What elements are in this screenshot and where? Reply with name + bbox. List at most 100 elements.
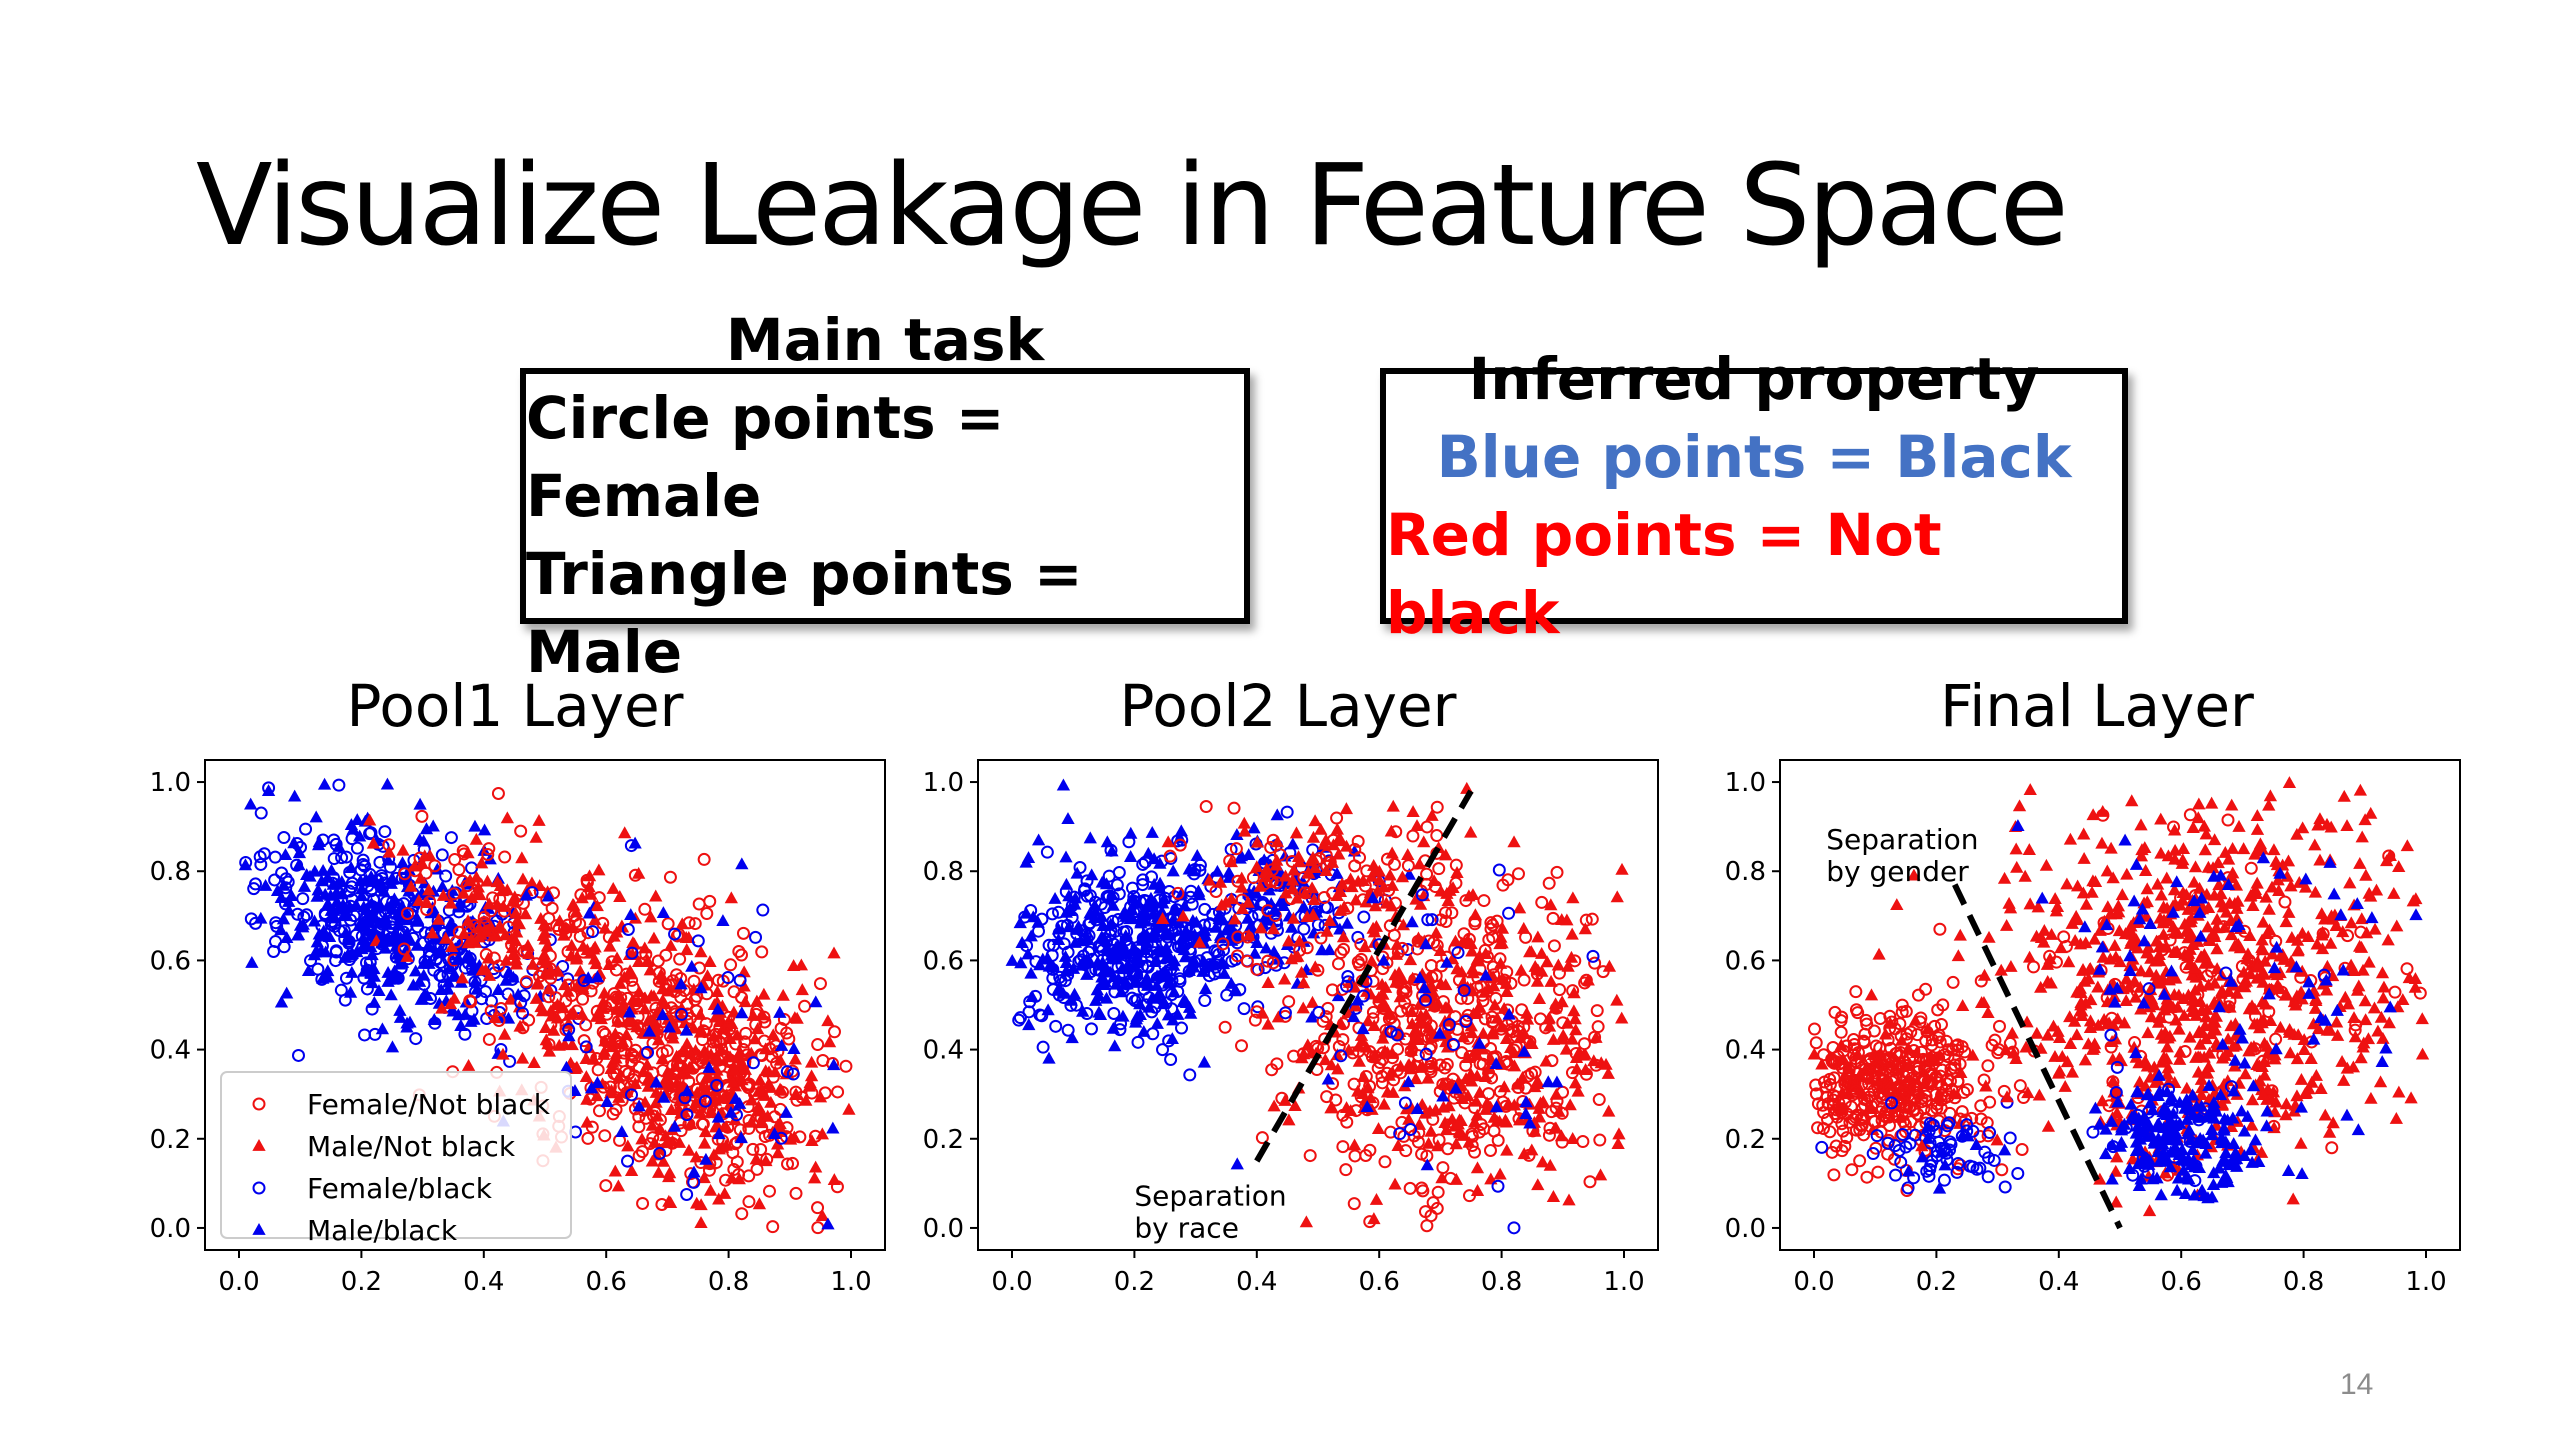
- data-point: [1937, 1173, 1951, 1187]
- data-point: [1486, 918, 1500, 932]
- data-point: [2044, 927, 2059, 940]
- data-point: [2212, 1000, 2226, 1013]
- data-point: [698, 1094, 712, 1108]
- data-point: [1115, 961, 1130, 974]
- data-point: [805, 1134, 819, 1147]
- data-point: [1276, 899, 1291, 911]
- data-point: [1296, 899, 1311, 912]
- data-point: [1198, 994, 1212, 1008]
- data-point: [2278, 988, 2293, 1001]
- data-point: [2123, 949, 2137, 962]
- data-point: [1550, 1075, 1564, 1088]
- data-point: [2267, 961, 2282, 974]
- data-point: [2135, 843, 2149, 856]
- data-point: [1174, 824, 1188, 837]
- data-point: [1592, 1093, 1606, 1107]
- data-point: [499, 953, 513, 966]
- data-point: [1124, 826, 1138, 839]
- data-point: [2224, 928, 2239, 941]
- data-point: [2271, 873, 2285, 886]
- data-point: [621, 922, 635, 936]
- data-point: [1889, 1168, 1903, 1182]
- data-point: [2070, 879, 2085, 892]
- data-point: [609, 1051, 623, 1064]
- data-point: [2310, 937, 2324, 950]
- data-point: [1229, 842, 1243, 856]
- y-tick-label: 1.0: [150, 768, 191, 798]
- data-point: [363, 813, 377, 826]
- data-point: [2152, 1069, 2166, 1081]
- data-point: [1334, 834, 1348, 847]
- data-point: [1889, 1047, 1903, 1061]
- data-point: [2030, 1026, 2044, 1039]
- data-point: [701, 1070, 716, 1082]
- data-point: [2364, 1091, 2378, 1104]
- data-point: [1189, 921, 1203, 935]
- data-point: [1356, 1022, 1370, 1035]
- data-point: [776, 988, 790, 1001]
- data-point: [1531, 930, 1545, 943]
- data-point: [1421, 1071, 1435, 1084]
- x-tick-label: 0.4: [2038, 1267, 2079, 1297]
- data-point: [1368, 899, 1383, 912]
- data-point: [2362, 886, 2376, 899]
- data-point: [277, 831, 291, 845]
- data-point: [683, 1047, 698, 1060]
- data-point: [647, 989, 661, 1002]
- data-point: [390, 947, 404, 960]
- data-point: [1899, 1140, 1913, 1154]
- data-point: [2131, 1157, 2145, 1170]
- data-point: [1332, 847, 1346, 860]
- data-point: [2207, 869, 2221, 882]
- data-point: [1171, 886, 1185, 900]
- data-point: [1312, 1005, 1326, 1019]
- data-point: [414, 992, 428, 1005]
- data-point: [644, 1013, 658, 1026]
- data-point: [570, 950, 584, 963]
- data-point: [588, 913, 602, 926]
- data-point: [735, 990, 749, 1004]
- data-point: [653, 1146, 667, 1160]
- data-point: [2141, 1105, 2155, 1119]
- annotation-line1: Separation: [1134, 1180, 1286, 1213]
- data-point: [1922, 1124, 1936, 1138]
- data-point: [1940, 1119, 1954, 1133]
- data-point: [385, 1040, 400, 1053]
- data-point: [496, 1047, 510, 1060]
- data-point: [1257, 853, 1271, 866]
- data-point: [1829, 1139, 1843, 1153]
- data-point: [1352, 1054, 1366, 1067]
- data-point: [1363, 1215, 1377, 1229]
- data-point: [1916, 1052, 1930, 1066]
- data-point: [2334, 908, 2348, 921]
- data-point: [1221, 923, 1236, 936]
- data-point: [1156, 1043, 1170, 1057]
- data-point: [1615, 1011, 1629, 1024]
- data-point: [1372, 994, 1386, 1008]
- data-point: [2290, 933, 2305, 946]
- data-point: [598, 921, 612, 934]
- data-point: [663, 870, 677, 884]
- data-point: [1907, 868, 1921, 881]
- data-point: [510, 913, 524, 926]
- data-point: [576, 992, 590, 1006]
- data-point: [2194, 1072, 2209, 1085]
- data-point: [1051, 922, 1066, 935]
- data-point: [1287, 863, 1301, 876]
- data-point: [346, 822, 360, 835]
- data-point: [2187, 961, 2202, 974]
- data-point: [1464, 1074, 1479, 1087]
- data-point: [1568, 1012, 1582, 1025]
- data-point: [1983, 1095, 1997, 1109]
- data-point: [2232, 1076, 2246, 1089]
- data-point: [1966, 1160, 1980, 1174]
- data-point: [430, 952, 444, 966]
- data-point: [697, 852, 711, 866]
- data-point: [687, 1165, 701, 1178]
- data-point: [754, 1116, 768, 1129]
- data-point: [2137, 934, 2151, 947]
- data-point: [727, 1005, 741, 1018]
- data-point: [439, 869, 453, 883]
- data-point: [1414, 1008, 1428, 1021]
